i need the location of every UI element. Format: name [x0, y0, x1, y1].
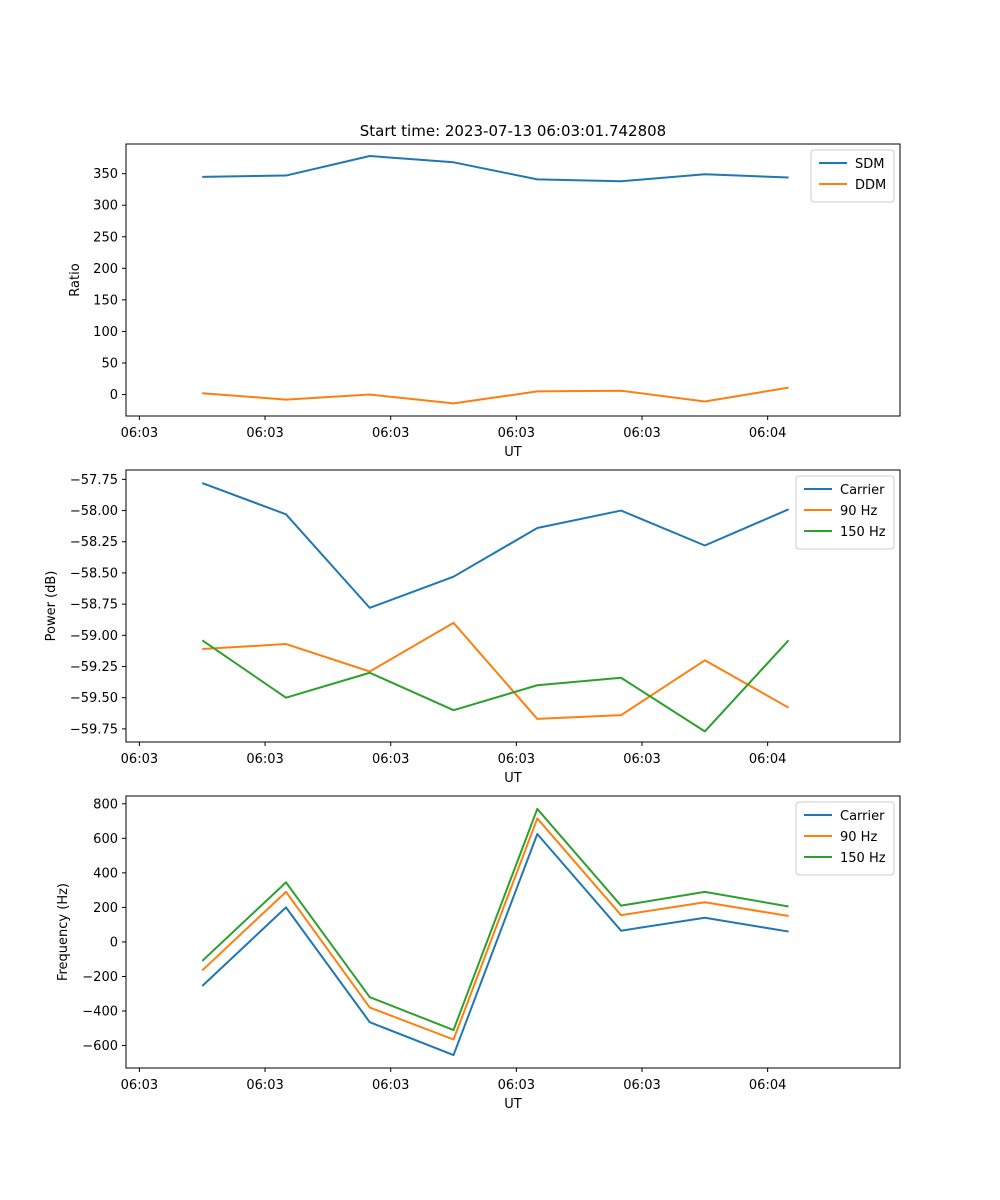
x-tick-label: 06:04 — [749, 426, 786, 441]
y-axis-label: Frequency (Hz) — [56, 883, 71, 981]
axes-frame — [125, 469, 901, 743]
y-tick-label: 50 — [101, 356, 118, 371]
series-line-ddm — [202, 386, 789, 405]
y-tick-label: 200 — [93, 901, 118, 916]
legend-label-carrier: Carrier — [840, 483, 885, 498]
axes-frame — [125, 143, 901, 417]
y-axis-label: Power (dB) — [44, 571, 59, 642]
x-tick-label: 06:03 — [623, 1078, 660, 1093]
y-tick-label: −58.00 — [70, 504, 118, 519]
legend: SDM DDM — [810, 149, 895, 203]
y-tick-label: 200 — [93, 262, 118, 277]
y-tick-label: 400 — [93, 866, 118, 881]
x-tick-label: 06:03 — [498, 426, 535, 441]
x-tick-label: 06:03 — [623, 752, 660, 767]
x-tick-label: 06:03 — [623, 426, 660, 441]
axes-frame — [125, 795, 901, 1069]
x-tick-label: 06:03 — [246, 1078, 283, 1093]
y-tick-label: −600 — [82, 1039, 118, 1054]
y-tick-label: 100 — [93, 325, 118, 340]
x-axis-label: UT — [504, 445, 522, 460]
series-line-90-hz — [201, 817, 789, 1041]
series-line-sdm — [202, 154, 789, 183]
x-tick-label: 06:03 — [498, 752, 535, 767]
y-tick-label: −58.50 — [70, 566, 118, 581]
chart-panel-3: 06:03 06:03 06:03 06:03 06:03 06:04 800 600 400 2… — [56, 795, 901, 1112]
x-axis-label: UT — [504, 771, 522, 786]
x-tick-label: 06:03 — [372, 426, 409, 441]
figure-title: Start time: 2023-07-13 06:03:01.742808 — [360, 122, 666, 140]
x-tick-label: 06:03 — [121, 752, 158, 767]
x-tick-label: 06:03 — [121, 1078, 158, 1093]
legend-label-90-hz: 90 Hz — [840, 504, 877, 519]
y-tick-label: −58.25 — [70, 535, 118, 550]
x-tick-label: 06:04 — [749, 752, 786, 767]
x-axis-label: UT — [504, 1097, 522, 1112]
chart-panel-1: 06:03 06:03 06:03 06:03 06:03 06:04 0 50 100 150 2… — [68, 143, 901, 460]
series-line-90-hz — [202, 621, 790, 720]
legend-label-ddm: DDM — [855, 178, 886, 193]
y-tick-label: −59.50 — [70, 691, 118, 706]
y-tick-label: −59.75 — [70, 722, 118, 737]
x-tick-label: 06:03 — [372, 752, 409, 767]
y-tick-label: −200 — [82, 970, 118, 985]
legend: Carrier 90 Hz 150 Hz — [795, 801, 895, 876]
legend-label-150-hz: 150 Hz — [840, 851, 886, 866]
panels: 06:03 06:03 06:03 06:03 06:03 06:04 0 50 100 150 2… — [44, 143, 901, 1112]
chart-panel-2: 06:03 06:03 06:03 06:03 06:03 06:04 −57.75 −58.… — [44, 469, 901, 786]
series-line-150-hz — [201, 807, 789, 1032]
y-tick-label: −59.25 — [70, 660, 118, 675]
y-tick-label: 250 — [93, 230, 118, 245]
y-tick-label: 300 — [93, 199, 118, 214]
legend-label-90-hz: 90 Hz — [840, 830, 877, 845]
series-line-carrier — [201, 482, 789, 609]
series-line-carrier — [201, 832, 789, 1057]
y-axis-label: Ratio — [68, 263, 83, 296]
x-tick-label: 06:03 — [246, 752, 283, 767]
y-tick-label: 600 — [93, 832, 118, 847]
x-tick-label: 06:03 — [246, 426, 283, 441]
y-tick-label: 350 — [93, 167, 118, 182]
legend-label-carrier: Carrier — [840, 809, 885, 824]
x-tick-label: 06:04 — [749, 1078, 786, 1093]
y-tick-label: −400 — [82, 1005, 118, 1020]
legend: Carrier 90 Hz 150 Hz — [795, 475, 895, 550]
y-tick-label: −59.00 — [70, 629, 118, 644]
x-tick-label: 06:03 — [121, 426, 158, 441]
y-tick-label: 0 — [110, 388, 118, 403]
x-tick-label: 06:03 — [498, 1078, 535, 1093]
legend-label-150-hz: 150 Hz — [840, 525, 886, 540]
y-tick-label: 0 — [110, 935, 118, 950]
x-tick-label: 06:03 — [372, 1078, 409, 1093]
y-tick-label: −57.75 — [70, 473, 118, 488]
y-tick-label: −58.75 — [70, 598, 118, 613]
y-tick-label: 150 — [93, 293, 118, 308]
legend-label-sdm: SDM — [855, 157, 884, 172]
y-tick-label: 800 — [93, 797, 118, 812]
series-line-150-hz — [201, 639, 790, 733]
